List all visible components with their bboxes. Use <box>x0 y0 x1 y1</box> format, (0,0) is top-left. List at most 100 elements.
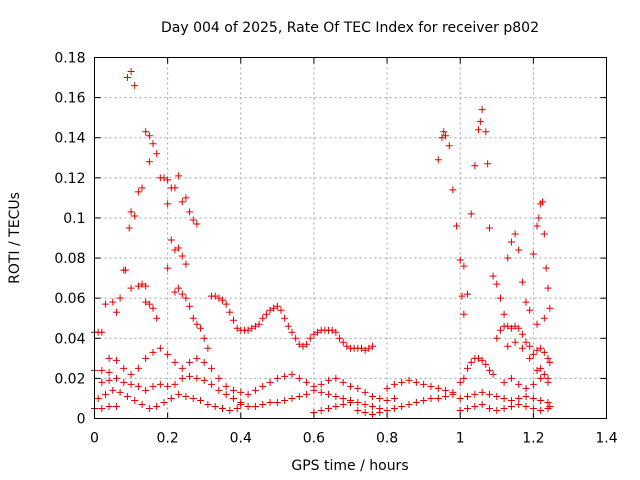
data-point <box>259 314 267 322</box>
y-tick-label: 0.02 <box>54 371 85 387</box>
data-point <box>248 324 256 332</box>
data-point <box>251 322 259 330</box>
data-point <box>332 392 340 400</box>
data-point <box>500 404 508 412</box>
data-point <box>507 402 515 410</box>
data-point <box>529 350 537 358</box>
data-point <box>449 390 457 398</box>
data-point <box>149 304 157 312</box>
data-point <box>211 402 219 410</box>
data-point <box>193 354 201 362</box>
data-point <box>518 330 526 338</box>
data-point <box>193 374 201 382</box>
data-point <box>544 284 552 292</box>
data-point <box>518 344 526 352</box>
data-point <box>464 404 472 412</box>
data-point <box>262 310 270 318</box>
data-point <box>522 392 530 400</box>
data-point <box>496 326 504 334</box>
data-point <box>507 396 515 404</box>
data-point <box>339 378 347 386</box>
data-point <box>533 346 541 354</box>
data-point <box>98 328 106 336</box>
data-point <box>317 406 325 414</box>
data-point <box>164 350 172 358</box>
data-point <box>277 306 285 314</box>
data-point <box>244 402 252 410</box>
y-tick-label: 0.04 <box>54 331 85 347</box>
data-point <box>131 212 139 220</box>
data-point <box>496 294 504 302</box>
data-point <box>398 378 406 386</box>
data-point <box>134 382 142 390</box>
data-point <box>98 378 106 386</box>
data-point <box>539 198 546 206</box>
data-point <box>142 354 150 362</box>
data-point <box>511 322 519 330</box>
data-point <box>317 388 325 396</box>
data-point <box>478 356 486 364</box>
data-point <box>405 376 413 384</box>
data-point <box>112 308 120 316</box>
data-point <box>339 394 347 402</box>
data-point <box>347 382 354 390</box>
data-point <box>175 172 183 180</box>
data-point <box>546 304 554 312</box>
data-point <box>460 262 468 270</box>
y-tick-label: 0.06 <box>54 291 85 307</box>
data-point <box>493 334 501 342</box>
data-point <box>522 338 530 346</box>
data-point <box>160 398 168 406</box>
data-point <box>493 406 501 414</box>
data-point <box>537 374 545 382</box>
data-point <box>500 394 508 402</box>
data-point <box>295 374 303 382</box>
data-point <box>504 254 512 262</box>
data-point <box>112 356 120 364</box>
data-point <box>456 378 464 386</box>
data-point <box>354 406 362 414</box>
data-point <box>175 244 183 252</box>
data-point <box>467 358 475 366</box>
data-point <box>460 374 468 382</box>
data-point <box>200 358 208 366</box>
data-point <box>189 216 197 224</box>
data-point <box>197 324 205 332</box>
data-point <box>149 140 157 148</box>
data-point <box>339 400 347 408</box>
data-point <box>145 158 153 166</box>
data-point <box>540 370 548 378</box>
data-point <box>145 404 153 412</box>
data-point <box>500 310 508 318</box>
x-axis-label: GPS time / hours <box>291 458 408 474</box>
data-point <box>511 230 519 238</box>
data-point <box>368 342 376 350</box>
data-point <box>339 338 347 346</box>
data-point <box>244 326 252 334</box>
data-point <box>376 408 384 416</box>
data-point <box>328 326 336 334</box>
data-point <box>535 214 543 222</box>
data-point <box>485 404 493 412</box>
data-point <box>182 260 190 268</box>
data-point <box>215 294 223 302</box>
data-point <box>511 338 519 346</box>
data-point <box>200 376 208 384</box>
data-point <box>354 398 362 406</box>
data-point <box>200 334 208 342</box>
data-point <box>306 334 314 342</box>
data-point <box>365 344 373 352</box>
data-point <box>178 252 186 260</box>
data-point <box>164 264 172 272</box>
data-point <box>127 208 135 216</box>
data-point <box>153 314 161 322</box>
data-point <box>145 300 153 308</box>
data-point <box>175 284 183 292</box>
data-point <box>266 398 274 406</box>
data-point <box>482 360 490 368</box>
data-point <box>219 404 226 412</box>
data-point <box>460 310 468 318</box>
data-point <box>156 380 164 388</box>
data-point <box>138 280 146 288</box>
data-point <box>273 374 281 382</box>
